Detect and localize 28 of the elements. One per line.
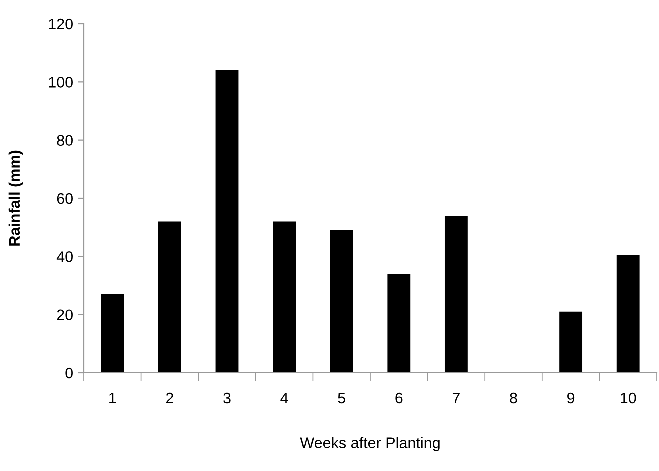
y-tick-label: 100 bbox=[49, 77, 73, 88]
bar bbox=[616, 255, 640, 373]
x-axis-title: Weeks after Planting bbox=[300, 437, 440, 452]
x-tick-label: 1 bbox=[110, 393, 116, 404]
bar bbox=[158, 222, 182, 373]
y-axis-title: Rainfall (mm) bbox=[8, 150, 24, 246]
y-tick-label: 80 bbox=[57, 135, 73, 146]
x-tick-label: 8 bbox=[510, 392, 518, 404]
bar bbox=[330, 230, 354, 373]
x-tick-label: 2 bbox=[166, 392, 174, 404]
x-tick-label: 9 bbox=[568, 392, 575, 404]
y-tick-label: 0 bbox=[66, 368, 73, 379]
bar bbox=[216, 70, 239, 373]
bar bbox=[388, 274, 411, 373]
y-tick-label: 60 bbox=[57, 193, 73, 204]
x-tick-label: 3 bbox=[224, 392, 231, 404]
y-tick-label: 20 bbox=[57, 310, 73, 321]
y-tick-label: 40 bbox=[56, 252, 73, 262]
x-tick-label: 6 bbox=[396, 392, 403, 404]
y-tick-label: 120 bbox=[49, 18, 73, 30]
x-tick-label: 10 bbox=[621, 392, 636, 404]
x-tick-label: 5 bbox=[338, 393, 346, 404]
bar bbox=[273, 222, 296, 373]
x-tick-label: 4 bbox=[280, 393, 288, 404]
bar bbox=[560, 312, 583, 373]
bar bbox=[444, 216, 468, 373]
bar bbox=[101, 294, 124, 373]
x-tick-label: 7 bbox=[452, 393, 460, 404]
